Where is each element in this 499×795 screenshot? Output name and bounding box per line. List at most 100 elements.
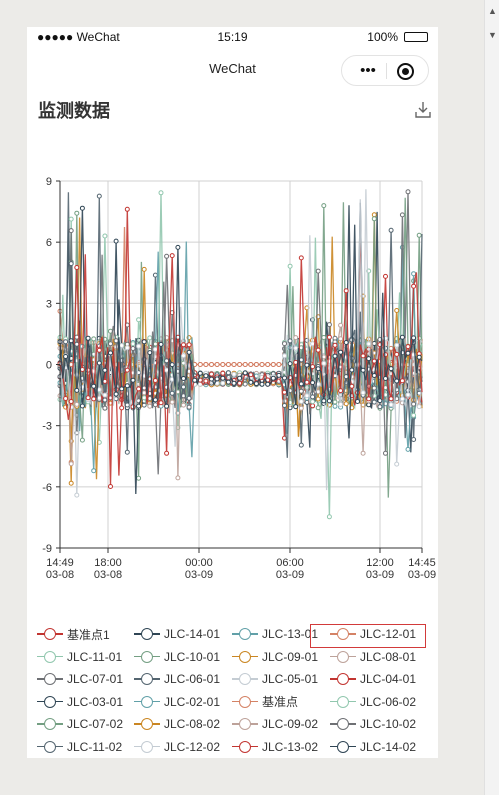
legend-item[interactable]: 基准点 [232, 692, 298, 712]
legend-item[interactable]: JLC-11-02 [37, 737, 122, 757]
data-point [242, 370, 248, 376]
data-point [203, 362, 209, 367]
data-point [124, 206, 130, 212]
legend-marker-icon [330, 740, 356, 754]
gutter-arrow-icon: ▲ [488, 6, 497, 16]
data-point [405, 446, 411, 452]
data-point [192, 377, 198, 383]
data-point [169, 399, 175, 405]
data-point [237, 380, 243, 386]
data-point [124, 449, 130, 455]
data-point [338, 322, 344, 328]
legend-label: JLC-10-01 [164, 649, 221, 664]
legend-item[interactable]: JLC-04-01 [330, 669, 416, 689]
battery-status: 100% [367, 30, 428, 44]
data-point [220, 380, 226, 386]
data-point [405, 392, 411, 398]
data-point [130, 377, 136, 383]
legend-item[interactable]: JLC-10-02 [330, 714, 416, 734]
data-point [68, 228, 74, 234]
data-point [388, 402, 394, 408]
monitoring-line-chart: 9630-3-6-914:4903-0818:0003-0800:0003-09… [42, 176, 436, 581]
data-point [181, 384, 186, 390]
legend-item[interactable]: JLC-13-02 [232, 737, 318, 757]
data-point [141, 395, 147, 401]
data-point [315, 405, 321, 411]
legend-item[interactable]: JLC-03-01 [37, 692, 123, 712]
data-point [214, 362, 220, 367]
data-point [124, 367, 130, 373]
legend-marker-icon [330, 672, 356, 686]
legend-item[interactable]: JLC-06-02 [330, 692, 416, 712]
data-point [85, 395, 91, 401]
legend-label: JLC-11-01 [67, 649, 123, 664]
legend-item[interactable]: JLC-07-02 [37, 714, 123, 734]
data-point [411, 437, 417, 442]
data-point [225, 370, 231, 376]
legend-label: JLC-14-02 [360, 739, 417, 754]
page-title: 监测数据 [38, 101, 110, 121]
legend-marker-icon [232, 672, 258, 686]
data-point [181, 353, 186, 359]
data-point [152, 397, 158, 403]
legend-item[interactable]: JLC-05-01 [232, 669, 318, 689]
data-point [332, 403, 338, 409]
data-point [315, 347, 321, 353]
data-point [130, 341, 136, 347]
data-point [68, 216, 74, 222]
data-point [310, 380, 316, 386]
download-icon[interactable] [413, 100, 433, 120]
data-point [181, 342, 186, 348]
data-point [377, 404, 383, 410]
data-point [411, 412, 417, 418]
legend-item[interactable]: JLC-12-02 [134, 737, 220, 757]
phone-screen: ●●●●● WeChat 15:19 100% WeChat ••• 监测数据 … [27, 27, 438, 758]
legend-item[interactable]: JLC-02-01 [134, 692, 220, 712]
data-point [349, 383, 355, 389]
data-point [371, 212, 377, 218]
data-point [124, 345, 130, 351]
data-point [360, 353, 366, 359]
legend-label: 基准点 [262, 695, 299, 709]
legend-item[interactable]: JLC-08-02 [134, 714, 220, 734]
data-point [164, 253, 170, 259]
data-point [287, 263, 293, 269]
legend-item[interactable]: JLC-08-01 [330, 647, 416, 667]
data-point [169, 390, 175, 396]
data-point [181, 376, 186, 381]
legend-item[interactable]: JLC-06-01 [134, 669, 220, 689]
data-point [91, 396, 97, 402]
legend-item[interactable]: JLC-13-01 [232, 624, 318, 644]
legend-label: JLC-06-01 [164, 672, 221, 686]
close-mini-program-button[interactable] [397, 63, 414, 80]
legend-item[interactable]: 基准点1 [37, 624, 110, 644]
data-point [68, 399, 74, 404]
legend-item[interactable]: JLC-11-01 [37, 647, 122, 667]
data-point [96, 395, 102, 401]
x-tick-date: 03-09 [366, 569, 394, 581]
data-point [343, 401, 349, 407]
data-point [203, 378, 209, 384]
data-point [326, 398, 332, 404]
data-point [405, 344, 411, 350]
legend-marker-icon [232, 627, 258, 641]
legend-item[interactable]: JLC-14-01 [134, 624, 220, 644]
data-point [175, 244, 181, 250]
legend-item[interactable]: JLC-09-01 [232, 647, 318, 667]
legend-item[interactable]: JLC-12-01 [330, 624, 416, 644]
data-point [293, 345, 299, 351]
more-button[interactable]: ••• [360, 62, 376, 79]
legend-item[interactable]: JLC-07-01 [37, 669, 123, 689]
data-point [248, 362, 254, 367]
legend-item[interactable]: JLC-09-02 [232, 714, 318, 734]
legend-item[interactable]: JLC-10-01 [134, 647, 220, 667]
data-point [74, 265, 80, 270]
data-point [315, 268, 321, 274]
data-point [383, 450, 388, 456]
data-point [360, 390, 366, 396]
legend-label: JLC-07-02 [67, 717, 124, 731]
legend-marker-icon [37, 650, 63, 664]
data-point [343, 340, 349, 345]
y-tick-label: 9 [46, 176, 52, 188]
legend-item[interactable]: JLC-14-02 [330, 737, 416, 757]
